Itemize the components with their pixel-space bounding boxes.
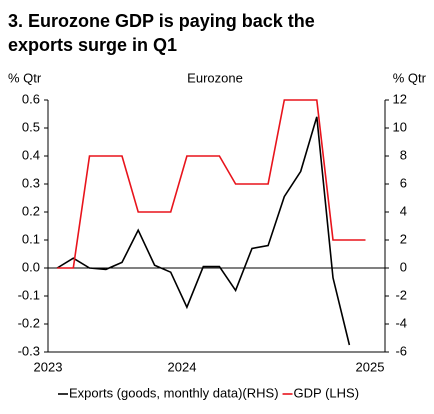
y2-tick-label: -6 — [395, 343, 407, 358]
y-tick-label: 0.3 — [22, 175, 40, 190]
y-axis-label: % Qtr — [8, 70, 42, 85]
y-tick-label: 0.4 — [22, 147, 40, 162]
y2-tick-label: 4 — [400, 203, 407, 218]
y2-tick-label: 2 — [400, 231, 407, 246]
y-tick-label: -0.1 — [18, 287, 40, 302]
y-tick-label: 0.0 — [22, 259, 40, 274]
y-tick-label: 0.1 — [22, 231, 40, 246]
y2-tick-label: 6 — [400, 175, 407, 190]
chart-subtitle: Eurozone — [187, 70, 243, 85]
series-line — [57, 99, 366, 269]
x-tick-label: 2025 — [356, 359, 385, 374]
y2-tick-label: 12 — [393, 91, 407, 106]
chart-title: 3. Eurozone GDP is paying back the export… — [8, 11, 315, 55]
y-tick-label: 0.5 — [22, 119, 40, 134]
legend-label: Exports (goods, monthly data)(RHS) — [69, 385, 279, 400]
y-tick-label: 0.6 — [22, 91, 40, 106]
y-tick-label: -0.3 — [18, 343, 40, 358]
y-tick-label: -0.2 — [18, 315, 40, 330]
legend-label: GDP (LHS) — [294, 385, 360, 400]
y2-tick-label: -4 — [395, 315, 407, 330]
y2-tick-label: 0 — [400, 259, 407, 274]
y-tick-label: 0.2 — [22, 203, 40, 218]
y2-axis-label: % Qtr — [393, 70, 427, 85]
y2-tick-label: 8 — [400, 147, 407, 162]
x-tick-label: 2024 — [168, 359, 197, 374]
y2-tick-label: -2 — [395, 287, 407, 302]
x-tick-label: 2023 — [34, 359, 63, 374]
series-line — [56, 116, 351, 346]
y2-tick-label: 10 — [393, 119, 407, 134]
